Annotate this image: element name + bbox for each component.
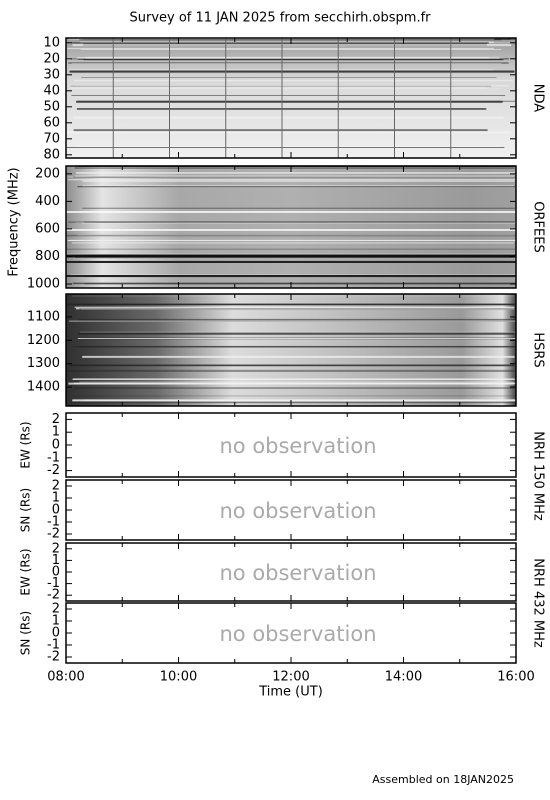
- y-tick-label: 20: [43, 51, 60, 66]
- x-axis-title: Time (UT): [258, 685, 323, 700]
- no-observation-note: no observation: [219, 561, 376, 585]
- y-tick-label: 1: [52, 614, 60, 629]
- x-tick-label: 08:00: [47, 670, 84, 685]
- y-tick-label: 0: [52, 503, 60, 518]
- spectrogram-image: [66, 165, 516, 288]
- x-tick-label: 12:00: [272, 670, 309, 685]
- y-tick-label: 50: [43, 99, 60, 114]
- y-tick-label: 2: [52, 412, 60, 427]
- no-observation-note: no observation: [219, 434, 376, 458]
- y-tick-label: 1: [52, 491, 60, 506]
- x-tick-label: 10:00: [160, 670, 197, 685]
- panel-y-label: EW (Rs): [19, 421, 33, 468]
- no-observation-note: no observation: [219, 622, 376, 646]
- instrument-label: HSRS: [531, 332, 546, 367]
- footer: Assembled on 18JAN2025: [372, 773, 514, 786]
- y-tick-label: 60: [43, 115, 60, 130]
- y-tick-label: 1000: [27, 277, 60, 292]
- y-tick-label: 1400: [27, 380, 60, 395]
- x-tick-label: 14:00: [385, 670, 422, 685]
- y-tick-label: 1100: [27, 309, 60, 324]
- y-tick-label: 0: [52, 438, 60, 453]
- spectrogram-background: [66, 294, 516, 406]
- instrument-label: NRH 432 MHz: [531, 558, 546, 648]
- y-tick-label: -1: [47, 450, 60, 465]
- y-tick-label: -1: [47, 576, 60, 591]
- y-tick-label: 600: [35, 221, 60, 236]
- instrument-label: NDA: [531, 84, 546, 113]
- spectrogram-background: [66, 38, 516, 158]
- spectrogram-image: [66, 294, 516, 406]
- spectrogram-background: [66, 166, 516, 288]
- y-tick-label: -1: [47, 638, 60, 653]
- y-tick-label: 70: [43, 131, 60, 146]
- y-tick-label: 30: [43, 67, 60, 82]
- spectrogram-image: [66, 37, 516, 158]
- panel-y-label: SN (Rs): [19, 488, 33, 532]
- y-tick-label: 1: [52, 425, 60, 440]
- y-tick-label: 40: [43, 83, 60, 98]
- y-tick-label: 1300: [27, 356, 60, 371]
- y-tick-label: -1: [47, 515, 60, 530]
- figure-title: Survey of 11 JAN 2025 from secchirh.obsp…: [130, 11, 432, 26]
- panel-y-label: EW (Rs): [19, 548, 33, 595]
- y-axis-title: Frequency (MHz): [7, 167, 22, 276]
- y-tick-label: 1200: [27, 333, 60, 348]
- y-tick-label: -2: [47, 527, 60, 542]
- y-tick-label: 2: [52, 541, 60, 556]
- y-tick-label: 1: [52, 553, 60, 568]
- y-tick-label: 800: [35, 249, 60, 264]
- y-tick-label: 2: [52, 602, 60, 617]
- y-tick-label: -2: [47, 463, 60, 478]
- y-tick-label: 10: [43, 35, 60, 50]
- x-tick-label: 16:00: [497, 670, 534, 685]
- no-observation-note: no observation: [219, 499, 376, 523]
- y-tick-label: 80: [43, 147, 60, 162]
- panel-y-label: SN (Rs): [19, 611, 33, 655]
- y-tick-label: -2: [47, 650, 60, 665]
- y-tick-label: 2: [52, 479, 60, 494]
- instrument-label: ORFEES: [531, 201, 546, 252]
- y-tick-label: 200: [35, 166, 60, 181]
- y-tick-label: -2: [47, 588, 60, 603]
- y-tick-label: 0: [52, 565, 60, 580]
- y-tick-label: 0: [52, 626, 60, 641]
- y-tick-label: 400: [35, 194, 60, 209]
- instrument-label: NRH 150 MHz: [531, 431, 546, 521]
